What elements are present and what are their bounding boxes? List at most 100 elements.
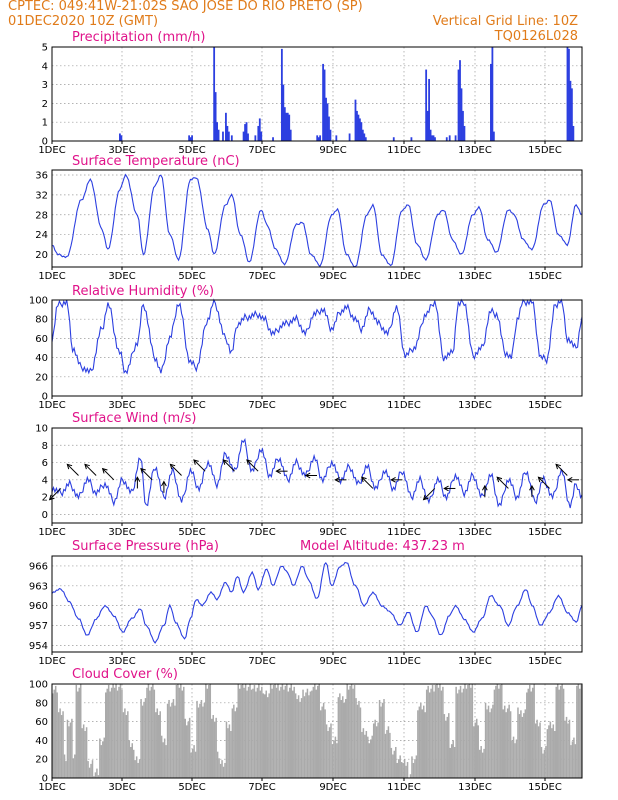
- cloud-bar: [421, 709, 424, 778]
- x-tick-label: 1DEC: [38, 527, 65, 538]
- precip-bar: [457, 69, 460, 141]
- cloud-bar: [212, 715, 214, 778]
- cloud-bar: [100, 745, 103, 778]
- cloud-bar: [367, 736, 369, 778]
- panel-4: Surface Wind (m/s) 0 2 4 6 8 10 1DEC 3DEC 5DEC 7DE…: [35, 411, 583, 538]
- cloud-bar: [78, 687, 80, 778]
- x-tick-label: 7DEC: [248, 145, 275, 156]
- cloud-bar: [501, 684, 503, 778]
- cloud-bar: [264, 694, 266, 778]
- precip-bar: [213, 47, 216, 141]
- precip-bar: [191, 135, 193, 141]
- cloud-bar: [533, 684, 535, 778]
- cloud-bar: [317, 685, 319, 778]
- cloud-bar: [443, 714, 446, 778]
- wind-arrow-head: [193, 459, 199, 465]
- cloud-bar: [188, 717, 191, 778]
- cloud-bar: [121, 689, 123, 778]
- cloud-bar: [107, 684, 110, 778]
- cloud-bar: [296, 699, 298, 778]
- wind-arrow-head: [566, 476, 573, 483]
- wind-arrow-head: [422, 494, 429, 501]
- cloud-bar: [456, 693, 459, 778]
- wind-arrow-head: [66, 463, 73, 470]
- cloud-bar: [302, 689, 304, 778]
- cloud-bar: [203, 702, 206, 778]
- cloud-bar: [558, 689, 560, 778]
- cloud-bar: [549, 721, 552, 778]
- cloud-bar: [122, 712, 125, 778]
- wind-arrow-head: [84, 463, 90, 470]
- precip-bar: [428, 78, 430, 141]
- cloud-bar: [567, 723, 569, 778]
- cloud-bar: [213, 721, 216, 778]
- cloud-bar: [468, 684, 471, 778]
- header-model: TQ0126L028: [494, 29, 578, 44]
- cloud-bar: [178, 687, 181, 778]
- cloud-bar: [530, 691, 532, 778]
- cloud-bar: [294, 693, 297, 778]
- cloud-bar: [523, 713, 525, 778]
- cloud-bar: [134, 760, 136, 778]
- cloud-bar: [380, 706, 382, 778]
- cloud-bar: [574, 744, 577, 778]
- x-tick-label: 5DEC: [178, 527, 205, 538]
- cloud-bar: [580, 684, 583, 778]
- cloud-bar: [406, 762, 409, 778]
- cloud-bar: [579, 688, 581, 778]
- cloud-bar: [312, 686, 315, 778]
- precip-bar: [244, 124, 246, 141]
- x-tick-label: 7DEC: [248, 782, 275, 793]
- cloud-bar: [216, 751, 219, 778]
- precip-bar: [572, 125, 575, 141]
- x-tick-label: 15DEC: [528, 271, 562, 282]
- cloud-bar: [362, 728, 365, 778]
- precip-bar: [282, 84, 285, 141]
- cloud-bar: [228, 724, 231, 778]
- precip-bar: [260, 131, 263, 141]
- cloud-bar: [333, 740, 335, 778]
- cloud-bar: [423, 705, 425, 778]
- cloud-bar: [340, 699, 343, 778]
- cloud-bar: [236, 707, 238, 778]
- panel-frame: [51, 299, 583, 397]
- cloud-bar: [162, 742, 164, 778]
- cloud-bar: [234, 711, 237, 778]
- cloud-bar: [275, 687, 278, 778]
- cloud-bar: [269, 684, 272, 778]
- x-tick-label: 3DEC: [108, 527, 135, 538]
- cloud-bar: [445, 720, 447, 778]
- cloud-bar: [60, 715, 63, 778]
- panel-frame: [51, 46, 583, 142]
- cloud-bar: [57, 712, 60, 778]
- wind-arrow-head: [334, 476, 340, 483]
- cloud-bar: [493, 689, 496, 778]
- cloud-bar: [127, 711, 129, 778]
- cloud-bar: [181, 690, 184, 778]
- y-tick-label: 966: [29, 561, 48, 572]
- cloud-bar: [518, 714, 521, 778]
- cloud-bar: [412, 762, 415, 778]
- x-tick-label: 7DEC: [248, 271, 275, 282]
- cloud-bar: [331, 744, 334, 778]
- x-tick-label: 15DEC: [528, 400, 562, 411]
- cloud-bar: [249, 684, 251, 778]
- cloud-bar: [118, 686, 120, 778]
- precip-bar: [214, 92, 217, 141]
- cloud-bar: [256, 687, 259, 778]
- cloud-bar: [358, 700, 360, 778]
- cloud-bar: [65, 761, 67, 778]
- wind-arrow: [84, 463, 97, 476]
- cloud-bar: [112, 684, 114, 778]
- y-tick-label: 80: [35, 698, 48, 709]
- wind-arrow-head: [481, 484, 488, 491]
- cloud-bar: [291, 690, 294, 778]
- y-tick-label: 100: [29, 680, 48, 691]
- panel-title: Surface Temperature (nC): [72, 154, 240, 169]
- cloud-bar: [559, 685, 562, 778]
- cloud-bar: [534, 723, 537, 778]
- cloud-bar: [96, 768, 98, 778]
- series-line: [51, 438, 583, 509]
- cloud-bar: [52, 693, 54, 778]
- cloud-bar: [551, 728, 553, 778]
